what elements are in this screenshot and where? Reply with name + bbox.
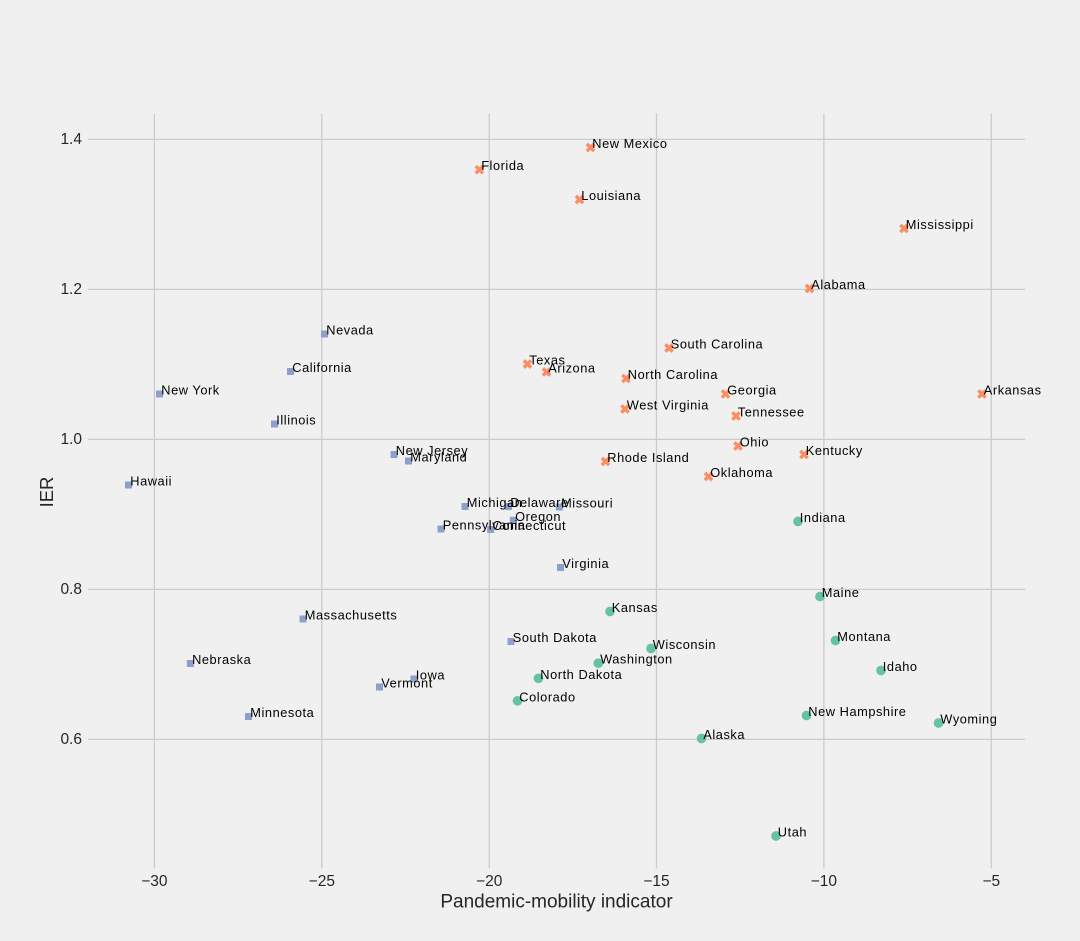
svg-text:Virginia: Virginia: [562, 556, 609, 571]
svg-text:Alaska: Alaska: [703, 727, 745, 742]
svg-text:Nebraska: Nebraska: [192, 652, 252, 667]
svg-text:West Virginia: West Virginia: [627, 398, 709, 413]
svg-text:−25: −25: [309, 873, 335, 890]
svg-text:Missouri: Missouri: [561, 496, 613, 511]
svg-text:Iowa: Iowa: [416, 668, 446, 683]
svg-text:Alabama: Alabama: [811, 277, 866, 292]
svg-text:Idaho: Idaho: [883, 659, 918, 674]
svg-text:Kansas: Kansas: [612, 600, 658, 615]
svg-text:−5: −5: [982, 873, 1000, 890]
svg-text:0.8: 0.8: [60, 581, 82, 598]
svg-text:North Carolina: North Carolina: [628, 367, 719, 382]
svg-text:0.6: 0.6: [60, 731, 82, 748]
svg-text:New Mexico: New Mexico: [592, 136, 667, 151]
svg-text:Georgia: Georgia: [727, 383, 777, 398]
svg-text:Maine: Maine: [822, 585, 860, 600]
svg-text:South Dakota: South Dakota: [513, 630, 597, 645]
svg-text:−15: −15: [643, 873, 669, 890]
svg-text:1.0: 1.0: [60, 431, 82, 448]
svg-text:Mississippi: Mississippi: [906, 217, 974, 232]
svg-text:1.4: 1.4: [60, 131, 82, 148]
svg-text:Minnesota: Minnesota: [250, 705, 314, 720]
svg-text:New Hampshire: New Hampshire: [808, 704, 906, 719]
svg-text:Maryland: Maryland: [410, 450, 467, 465]
svg-text:Nevada: Nevada: [326, 323, 374, 338]
svg-text:Kentucky: Kentucky: [806, 443, 863, 458]
svg-text:Washington: Washington: [600, 652, 673, 667]
svg-text:Connecticut: Connecticut: [493, 518, 567, 533]
svg-text:Colorado: Colorado: [519, 689, 575, 704]
svg-text:Tennessee: Tennessee: [738, 405, 805, 420]
svg-text:Pandemic-mobility indicator: Pandemic-mobility indicator: [440, 892, 673, 913]
svg-text:Pennsylvania: Pennsylvania: [443, 518, 526, 533]
svg-text:Indiana: Indiana: [800, 510, 846, 525]
svg-text:Rhode Island: Rhode Island: [607, 450, 689, 465]
svg-text:−30: −30: [141, 873, 168, 890]
svg-text:Wyoming: Wyoming: [940, 712, 997, 727]
svg-text:Texas: Texas: [529, 353, 565, 368]
svg-text:Vermont: Vermont: [381, 676, 433, 691]
svg-text:Arizona: Arizona: [548, 361, 596, 376]
svg-text:Illinois: Illinois: [276, 413, 316, 428]
svg-text:Wisconsin: Wisconsin: [653, 637, 716, 652]
svg-text:North Dakota: North Dakota: [540, 667, 622, 682]
svg-text:Delaware: Delaware: [510, 495, 568, 510]
svg-text:Hawaii: Hawaii: [130, 474, 172, 489]
svg-text:1.2: 1.2: [60, 281, 82, 298]
svg-text:Utah: Utah: [778, 825, 807, 840]
svg-text:South Carolina: South Carolina: [671, 337, 764, 352]
svg-text:Oregon: Oregon: [515, 509, 561, 524]
svg-text:California: California: [292, 360, 352, 375]
svg-text:−10: −10: [811, 873, 838, 890]
svg-text:New Jersey: New Jersey: [396, 443, 468, 458]
svg-text:Louisiana: Louisiana: [581, 188, 641, 203]
svg-text:Oklahoma: Oklahoma: [710, 465, 773, 480]
svg-text:Arkansas: Arkansas: [984, 383, 1042, 398]
svg-text:−20: −20: [476, 873, 503, 890]
svg-text:Ohio: Ohio: [740, 435, 769, 450]
svg-text:Florida: Florida: [481, 158, 524, 173]
svg-text:New York: New York: [161, 383, 220, 398]
svg-text:Michigan: Michigan: [467, 495, 523, 510]
svg-text:IER: IER: [36, 477, 57, 508]
svg-text:Montana: Montana: [837, 629, 891, 644]
svg-text:Massachusetts: Massachusetts: [305, 608, 398, 623]
